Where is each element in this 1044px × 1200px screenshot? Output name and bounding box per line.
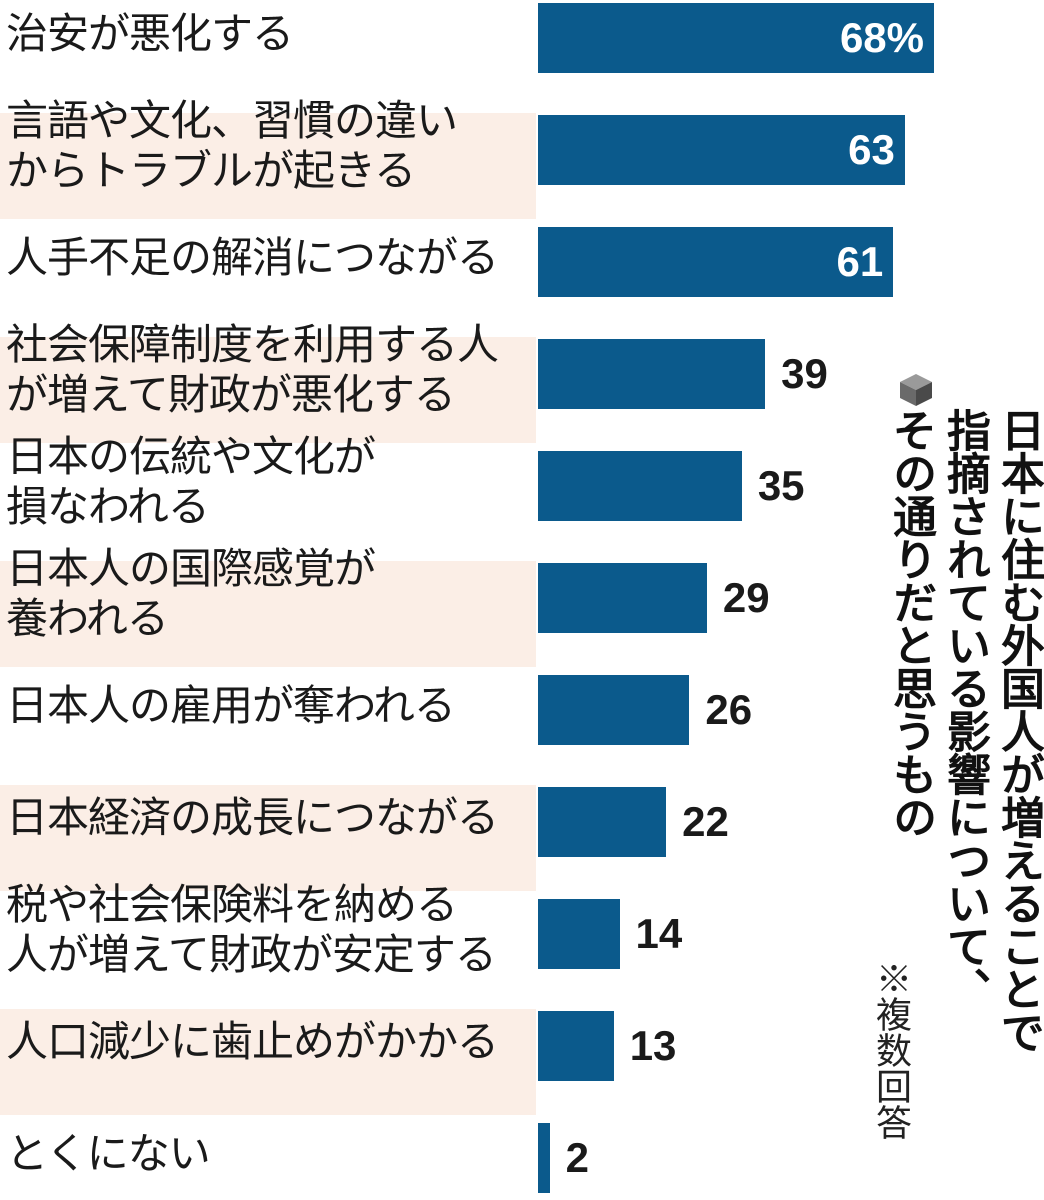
data-label: 22 <box>682 798 729 845</box>
category-label: 日本の伝統や文化が 損なわれる <box>6 432 376 531</box>
bar <box>538 675 690 745</box>
title-line-2: 指摘されている影響について、 <box>939 408 990 1010</box>
category-label: 人手不足の解消につながる <box>6 233 499 282</box>
title-line-1: 日本に住む外国人が増えることで <box>993 408 1044 1053</box>
category-label: とくにない <box>6 1129 211 1178</box>
category-label: 人口減少に歯止めがかかる <box>6 1017 499 1066</box>
data-label: 2 <box>565 1134 589 1181</box>
bar <box>538 451 742 521</box>
bar <box>538 563 707 633</box>
bar <box>538 3 934 73</box>
category-label: 社会保障制度を利用する人 が増えて財政が悪化する <box>6 320 499 419</box>
category-label: 日本人の雇用が奪われる <box>6 681 456 730</box>
data-label: 26 <box>705 686 753 733</box>
bar <box>538 787 667 857</box>
category-label: 日本経済の成長につながる <box>6 793 499 842</box>
bar <box>538 339 766 409</box>
data-label: 61 <box>836 238 884 285</box>
data-label: 35 <box>757 462 805 509</box>
bar <box>538 115 905 185</box>
bar <box>538 1123 550 1193</box>
row-highlight <box>0 561 536 667</box>
data-label: 29 <box>722 574 770 621</box>
title-line-3: その通りだと思うもの <box>885 408 936 838</box>
row-highlight <box>0 785 536 891</box>
data-label: 39 <box>781 350 828 397</box>
row-highlight <box>0 113 536 219</box>
bar <box>538 1011 614 1081</box>
bar <box>538 227 894 297</box>
data-label: 63 <box>848 126 895 173</box>
category-label: 治安が悪化する <box>6 9 294 58</box>
bar <box>538 899 620 969</box>
data-label: 68% <box>839 14 924 61</box>
category-label: 税や社会保険料を納める 人が増えて財政が安定する <box>6 880 497 979</box>
data-label: 13 <box>629 1022 677 1069</box>
row-highlight <box>0 337 536 443</box>
multiple-answer-note: ※複数回答 <box>870 960 911 1140</box>
row-highlight <box>0 1009 536 1115</box>
chart-title: 日本に住む外国人が増えることで 指摘されている影響について、 その通りだと思うも… <box>885 372 1044 1200</box>
cube-icon <box>900 374 932 406</box>
category-label: 言語や文化、習慣の違い からトラブルが起きる <box>6 96 458 195</box>
category-label: 日本人の国際感覚が 養われる <box>6 544 376 643</box>
data-label: 14 <box>635 910 683 957</box>
